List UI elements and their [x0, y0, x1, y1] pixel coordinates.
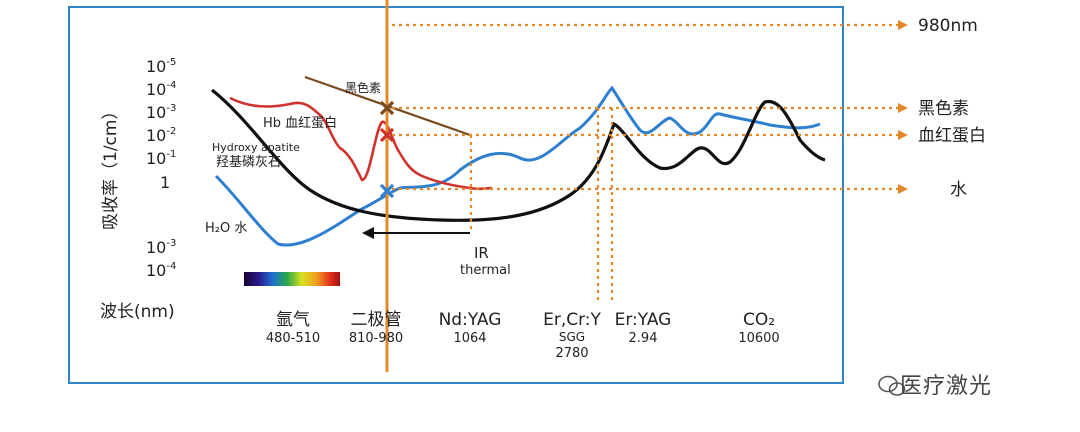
ir-arrowhead [362, 227, 374, 239]
right-label-hb: 血红蛋白 [918, 126, 986, 146]
hb-curve [229, 96, 493, 191]
y-tick: 10-3 [146, 238, 176, 257]
y-tick: 1 [160, 173, 170, 192]
hydroxyapatite-label-cn: 羟基磷灰石 [216, 155, 281, 170]
laser-wavelength: 1064 [453, 331, 486, 346]
laser-name: Er,Cr:Y [543, 310, 601, 330]
reference-arrowheads [898, 20, 908, 194]
melanin-curve-label: 黑色素 [345, 81, 381, 95]
reference-lines [392, 23, 898, 300]
melanin-marker [379, 100, 395, 116]
right-label-water: 水 [950, 180, 967, 200]
y-axis-title: 吸收率（1/cm） [101, 103, 121, 230]
y-ticks-upper: 10-5 10-4 10-3 10-2 10-1 1 [146, 57, 176, 192]
laser-wavelength: 2.94 [629, 331, 658, 346]
visible-spectrum-bar [244, 272, 340, 286]
arrowhead [898, 184, 908, 194]
y-tick: 10-4 [146, 80, 176, 99]
laser-name: Er:YAG [615, 310, 672, 330]
y-tick: 10-3 [146, 103, 176, 122]
right-label-melanin: 黑色素 [918, 99, 969, 119]
watermark-text: 医疗激光 [900, 374, 993, 399]
water-curve [214, 85, 821, 247]
arrowhead [898, 20, 908, 30]
x-axis-title: 波长(nm) [100, 302, 175, 322]
laser-wavelength: 10600 [738, 331, 779, 346]
laser-sub: SGG [559, 330, 585, 344]
y-tick: 10-4 [146, 261, 176, 280]
laser-name: Nd:YAG [439, 310, 502, 330]
laser-wavelength: 2780 [555, 346, 588, 361]
y-tick: 10-2 [146, 126, 176, 145]
laser-wavelength: 480-510 [266, 331, 320, 346]
y-tick: 10-5 [146, 57, 176, 76]
y-tick: 10-1 [146, 149, 176, 168]
laser-name: 二极管 [351, 310, 402, 330]
chart-frame [68, 6, 844, 384]
laser-name: 氩气 [276, 310, 310, 330]
laser-labels: 氩气 480-510 二极管 810-980 Nd:YAG 1064 Er,Cr… [266, 310, 780, 361]
wechat-icon [878, 375, 906, 396]
laser-wavelength: 810-980 [349, 331, 403, 346]
hb-curve-label: Hb 血红蛋白 [263, 115, 337, 131]
right-label-980nm: 980nm [918, 16, 978, 36]
arrowhead [898, 130, 908, 140]
ir-thermal-label: thermal [460, 263, 511, 278]
hydroxyapatite-curve [211, 88, 826, 222]
y-ticks-lower: 10-3 10-4 [146, 238, 176, 280]
water-curve-label: H₂O 水 [205, 221, 247, 236]
arrowhead [898, 103, 908, 113]
hb-marker [379, 127, 395, 143]
water-marker [379, 183, 395, 199]
laser-name: CO₂ [743, 310, 775, 330]
ir-label: IR [474, 244, 489, 262]
hydroxyapatite-label-en: Hydroxy apatite [212, 141, 300, 154]
